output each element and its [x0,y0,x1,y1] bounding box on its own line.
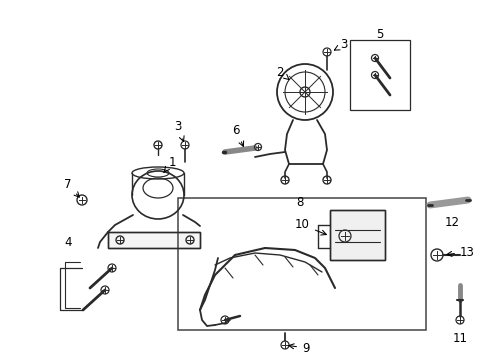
Text: 9: 9 [289,342,310,355]
Text: 11: 11 [452,332,467,345]
Text: 12: 12 [444,216,460,229]
Bar [350,40,410,110]
Text: 1: 1 [164,156,176,173]
Bar [330,210,385,260]
Text: 3: 3 [174,121,184,141]
Bar [178,198,426,330]
Bar [330,210,385,260]
Text: 2: 2 [276,66,289,80]
Text: 4: 4 [64,235,72,248]
Text: 8: 8 [296,195,304,208]
Text: 7: 7 [64,179,79,197]
Text: 10: 10 [295,219,326,235]
Text: 6: 6 [232,123,244,147]
Text: 3: 3 [334,39,347,51]
Polygon shape [108,232,200,248]
Text: 13: 13 [447,246,475,258]
Text: 5: 5 [376,28,384,41]
